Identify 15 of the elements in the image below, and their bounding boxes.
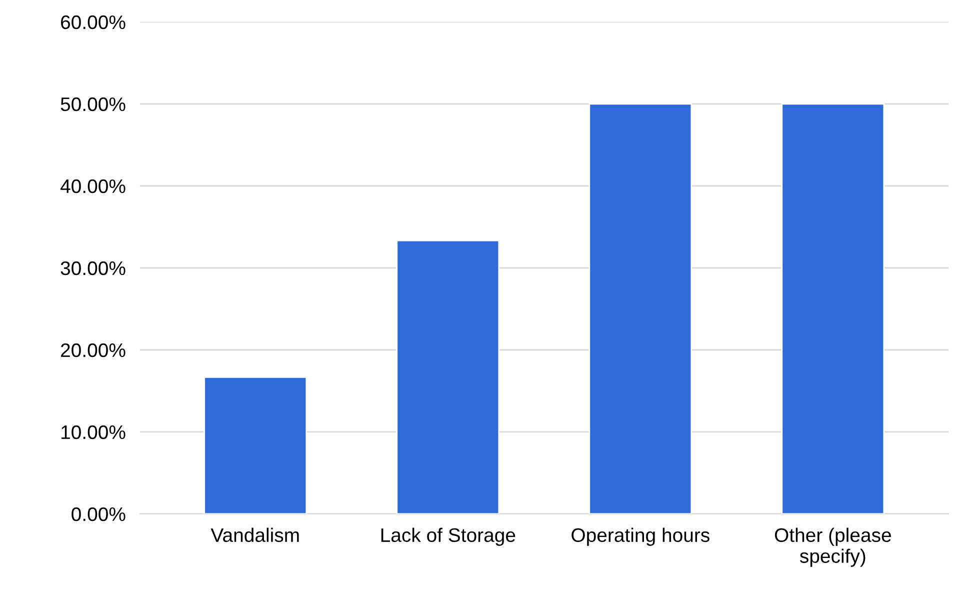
y-tick-label: 10.00% [62, 425, 126, 440]
x-tick-label: Lack of Storage [381, 528, 516, 546]
y-tick-label: 0.00% [72, 507, 126, 522]
bar [204, 376, 308, 514]
y-tick-label: 30.00% [60, 261, 126, 276]
bar [781, 103, 885, 514]
x-tick-label: Other (please specify) [774, 528, 891, 567]
y-tick-label: 40.00% [60, 179, 126, 194]
y-tick-label: 20.00% [61, 343, 126, 358]
y-tick-label: 50.00% [60, 97, 126, 112]
bar [396, 240, 500, 514]
y-tick-label: 60.00% [61, 15, 126, 30]
x-tick-label: Vandalism [210, 528, 299, 542]
bar [588, 103, 692, 514]
x-tick-label: Operating hours [572, 528, 710, 546]
